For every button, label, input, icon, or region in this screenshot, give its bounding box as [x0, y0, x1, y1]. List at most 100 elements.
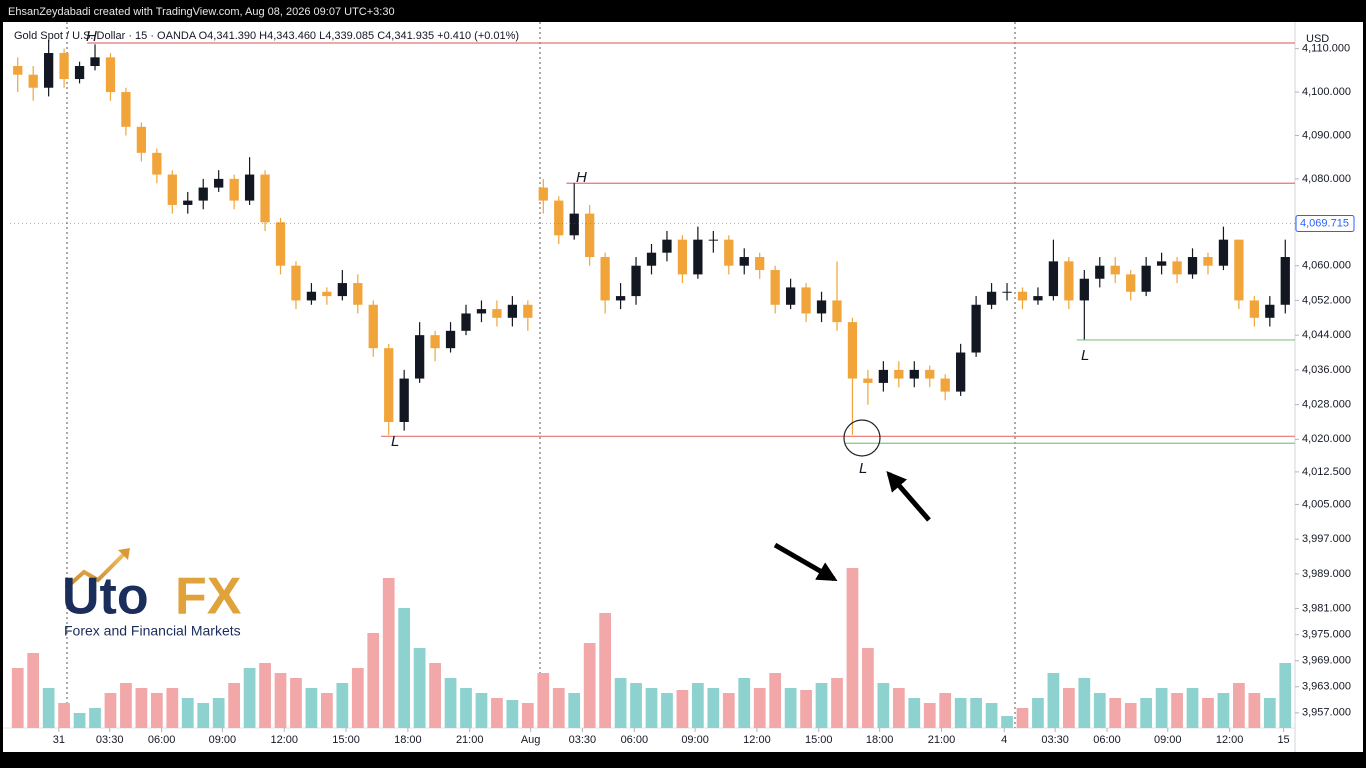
- x-tick-label: 21:00: [928, 734, 956, 746]
- volume-bar: [367, 633, 380, 728]
- volume-bar: [290, 678, 302, 728]
- candle-body: [1187, 257, 1198, 275]
- volume-bar: [259, 663, 271, 728]
- volume-bar: [475, 693, 488, 728]
- y-tick-label: 3,969.000: [1302, 655, 1351, 667]
- volume-bar: [722, 693, 735, 728]
- volume-bar: [954, 698, 967, 728]
- candle-body: [1033, 296, 1043, 301]
- x-tick-label: 06:00: [621, 734, 649, 746]
- candle-body: [554, 200, 564, 236]
- volume-bar: [1155, 688, 1168, 728]
- candle-body: [538, 187, 548, 201]
- x-tick-label: 09:00: [1154, 734, 1182, 746]
- candle-body: [492, 309, 502, 318]
- y-tick-label: 3,975.000: [1302, 629, 1351, 641]
- volume-bar: [104, 693, 117, 728]
- volume-bar: [73, 713, 86, 728]
- candle-body: [1249, 300, 1259, 318]
- volume-bar: [321, 693, 333, 728]
- volume-bar: [429, 663, 441, 728]
- volume-bar: [862, 648, 874, 728]
- x-tick-label: 4: [1001, 734, 1007, 746]
- volume-bar: [568, 693, 581, 728]
- annotation: H: [576, 169, 587, 186]
- volume-bar: [908, 698, 921, 728]
- volume-bar: [1032, 698, 1044, 728]
- candle-body: [445, 330, 456, 349]
- candle-body: [507, 304, 518, 318]
- candle-body: [198, 187, 208, 201]
- x-tick-label: 03:30: [1041, 734, 1069, 746]
- volume-bar: [1186, 688, 1199, 728]
- volume-bar: [274, 673, 287, 728]
- candle-body: [770, 270, 780, 305]
- volume-bar: [521, 703, 534, 728]
- y-tick-label: 4,005.000: [1302, 498, 1351, 510]
- volume-bar: [305, 688, 318, 728]
- y-tick-label: 3,957.000: [1302, 707, 1351, 719]
- volume-bar: [135, 688, 148, 728]
- candle-body: [368, 304, 378, 349]
- volume-bar: [1233, 683, 1245, 728]
- candle-body: [13, 66, 23, 75]
- credit: EhsanZeydabadi created with TradingView.…: [8, 6, 395, 18]
- candle-body: [971, 304, 981, 353]
- volume-bar: [707, 688, 720, 728]
- candle-body: [909, 369, 919, 379]
- candle-body: [414, 335, 425, 379]
- volume-bar: [1248, 693, 1261, 728]
- candle-body: [755, 257, 765, 271]
- y-tick-label: 4,044.000: [1302, 329, 1351, 341]
- candle-body: [1002, 291, 1012, 293]
- candle-body: [337, 283, 347, 297]
- candle-body: [90, 57, 100, 67]
- volume-bar: [923, 703, 936, 728]
- x-tick-label: 06:00: [148, 734, 176, 746]
- annotation: L: [1081, 347, 1089, 364]
- annotation: L: [391, 433, 399, 450]
- candle-body: [1064, 261, 1074, 301]
- volume-bar: [1047, 673, 1060, 728]
- volume-bar: [1124, 703, 1137, 728]
- y-tick-label: 4,060.000: [1302, 260, 1351, 272]
- candle-body: [152, 152, 162, 175]
- candle-body: [1172, 261, 1182, 275]
- volume-bar: [691, 683, 704, 728]
- candle-body: [28, 74, 38, 88]
- x-tick-label: 12:00: [270, 734, 298, 746]
- annotation: H: [86, 28, 97, 45]
- volume-bar: [1062, 688, 1075, 728]
- y-tick-label: 4,100.000: [1302, 86, 1351, 98]
- arrow: [886, 470, 931, 522]
- volume-bar: [1109, 698, 1122, 728]
- highlight-circle: [843, 419, 881, 457]
- volume-bar: [1202, 698, 1214, 728]
- candle-body: [816, 300, 827, 314]
- volume-bar: [382, 578, 395, 728]
- x-tick-label: 09:00: [681, 734, 709, 746]
- candle-body: [585, 213, 595, 258]
- y-tick-label: 3,981.000: [1302, 603, 1351, 615]
- last-price-box: [1295, 215, 1355, 233]
- volume-bar: [846, 568, 859, 728]
- volume-bar: [769, 673, 782, 728]
- candle-body: [1234, 239, 1244, 301]
- volume-bar: [460, 688, 472, 728]
- candle-body: [136, 126, 147, 153]
- candle-body: [1110, 265, 1120, 275]
- arrow: [773, 542, 838, 582]
- volume-bar: [661, 693, 673, 728]
- x-tick-label: 12:00: [1216, 734, 1244, 746]
- volume-bar: [228, 683, 241, 728]
- volume-bar: [1279, 663, 1292, 728]
- logo-tagline: Forex and Financial Markets: [64, 623, 241, 639]
- candle-body: [1079, 278, 1089, 301]
- candle-body: [183, 200, 193, 205]
- volume-bar: [784, 688, 797, 728]
- x-tick-label: 06:00: [1093, 734, 1121, 746]
- y-tick-label: 3,997.000: [1302, 533, 1351, 545]
- y-tick-label: 3,963.000: [1302, 681, 1351, 693]
- logo-brand: FX: [175, 568, 242, 626]
